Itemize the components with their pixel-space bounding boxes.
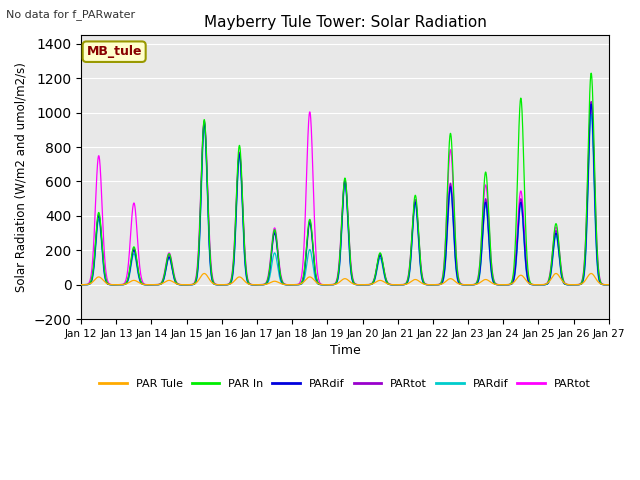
- Legend: PAR Tule, PAR In, PARdif, PARtot, PARdif, PARtot: PAR Tule, PAR In, PARdif, PARtot, PARdif…: [95, 374, 595, 393]
- X-axis label: Time: Time: [330, 344, 360, 357]
- Y-axis label: Solar Radiation (W/m2 and umol/m2/s): Solar Radiation (W/m2 and umol/m2/s): [15, 62, 28, 292]
- Text: MB_tule: MB_tule: [86, 45, 142, 58]
- Title: Mayberry Tule Tower: Solar Radiation: Mayberry Tule Tower: Solar Radiation: [204, 15, 486, 30]
- Text: No data for f_PARwater: No data for f_PARwater: [6, 9, 136, 20]
